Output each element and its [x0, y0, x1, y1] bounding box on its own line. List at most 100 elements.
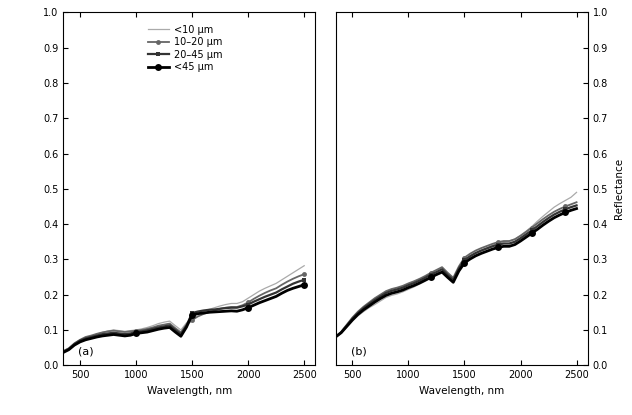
10–20 μm — [149, 325, 157, 330]
10–20 μm — [272, 286, 280, 291]
20–45 μm — [104, 331, 112, 336]
<45 μm — [194, 311, 202, 316]
<45 μm — [155, 327, 162, 332]
<45 μm — [183, 325, 190, 330]
10–20 μm — [267, 288, 274, 293]
<45 μm — [143, 330, 151, 334]
<10 μm — [222, 302, 229, 307]
10–20 μm — [138, 327, 145, 332]
<10 μm — [155, 321, 162, 326]
<45 μm — [166, 325, 173, 330]
Line: 20–45 μm: 20–45 μm — [61, 277, 307, 354]
Line: <10 μm: <10 μm — [63, 266, 304, 351]
10–20 μm — [239, 303, 246, 308]
<45 μm — [126, 333, 134, 338]
<45 μm — [110, 332, 118, 337]
<10 μm — [188, 315, 196, 320]
20–45 μm — [116, 331, 123, 336]
10–20 μm — [171, 326, 179, 331]
<10 μm — [267, 283, 274, 288]
10–20 μm — [250, 296, 257, 301]
<45 μm — [284, 288, 291, 293]
<10 μm — [255, 289, 263, 294]
20–45 μm — [71, 342, 78, 347]
10–20 μm — [155, 323, 162, 328]
10–20 μm — [188, 317, 196, 322]
<45 μm — [233, 309, 241, 314]
<45 μm — [267, 296, 274, 301]
10–20 μm — [104, 329, 112, 334]
<10 μm — [250, 292, 257, 297]
10–20 μm — [228, 305, 235, 310]
10–20 μm — [110, 328, 118, 333]
10–20 μm — [161, 322, 168, 327]
20–45 μm — [132, 330, 140, 334]
<10 μm — [166, 319, 173, 324]
<45 μm — [82, 337, 89, 342]
10–20 μm — [233, 305, 241, 310]
Text: (a): (a) — [78, 347, 94, 356]
20–45 μm — [155, 325, 162, 330]
10–20 μm — [284, 279, 291, 284]
X-axis label: Wavelength, nm: Wavelength, nm — [147, 386, 232, 395]
<10 μm — [171, 323, 179, 328]
Line: <45 μm: <45 μm — [60, 281, 308, 356]
<45 μm — [228, 308, 235, 313]
<10 μm — [138, 326, 145, 331]
20–45 μm — [143, 328, 151, 333]
<10 μm — [210, 305, 218, 310]
<45 μm — [171, 330, 179, 334]
<10 μm — [65, 346, 73, 351]
20–45 μm — [99, 332, 106, 337]
10–20 μm — [132, 328, 140, 333]
10–20 μm — [222, 305, 229, 310]
10–20 μm — [278, 282, 286, 287]
20–45 μm — [126, 331, 134, 336]
<10 μm — [245, 295, 252, 300]
20–45 μm — [149, 326, 157, 331]
<10 μm — [284, 274, 291, 279]
10–20 μm — [93, 331, 100, 336]
20–45 μm — [65, 347, 73, 352]
10–20 μm — [245, 300, 252, 305]
<45 μm — [161, 326, 168, 331]
Y-axis label: Reflectance: Reflectance — [614, 158, 624, 220]
<10 μm — [233, 301, 241, 306]
10–20 μm — [183, 322, 190, 327]
<45 μm — [87, 336, 95, 341]
<10 μm — [200, 309, 207, 314]
<10 μm — [82, 335, 89, 340]
<45 μm — [104, 333, 112, 338]
10–20 μm — [205, 310, 213, 315]
20–45 μm — [121, 332, 129, 337]
10–20 μm — [82, 334, 89, 339]
10–20 μm — [87, 333, 95, 338]
<10 μm — [289, 270, 297, 275]
<45 μm — [205, 310, 213, 315]
<10 μm — [278, 277, 286, 282]
10–20 μm — [65, 346, 73, 351]
20–45 μm — [228, 305, 235, 310]
<45 μm — [138, 330, 145, 335]
X-axis label: Wavelength, nm: Wavelength, nm — [419, 386, 504, 395]
20–45 μm — [233, 305, 241, 310]
<10 μm — [183, 320, 190, 325]
10–20 μm — [210, 308, 218, 313]
10–20 μm — [289, 276, 297, 281]
20–45 μm — [110, 330, 118, 335]
20–45 μm — [245, 302, 252, 307]
10–20 μm — [177, 330, 185, 335]
<10 μm — [295, 267, 302, 272]
<10 μm — [216, 303, 224, 308]
<10 μm — [110, 327, 118, 332]
20–45 μm — [87, 334, 95, 339]
<45 μm — [71, 343, 78, 348]
10–20 μm — [116, 329, 123, 334]
<10 μm — [177, 327, 185, 332]
20–45 μm — [267, 292, 274, 297]
10–20 μm — [121, 330, 129, 334]
<10 μm — [161, 320, 168, 325]
<45 μm — [210, 310, 218, 315]
<45 μm — [65, 347, 73, 352]
<10 μm — [149, 323, 157, 328]
